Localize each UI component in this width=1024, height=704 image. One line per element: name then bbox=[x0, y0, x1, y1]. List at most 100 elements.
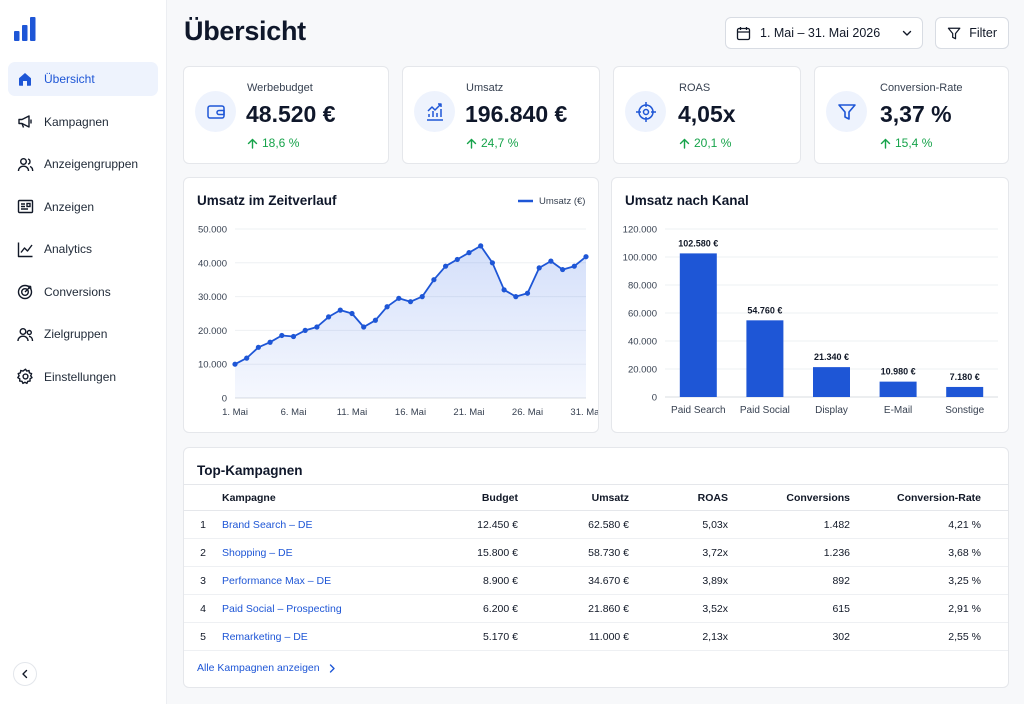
column-header[interactable]: Umsatz bbox=[518, 484, 629, 511]
data-point bbox=[407, 299, 414, 305]
conversion-rate-cell: 4,21 % bbox=[850, 510, 981, 539]
sidebar-item-anzeigen[interactable]: Anzeigen bbox=[8, 190, 158, 224]
data-point bbox=[290, 333, 297, 340]
legend-label: Umsatz (€) bbox=[539, 196, 585, 207]
bar bbox=[946, 386, 984, 397]
revenue-cell: 34.670 € bbox=[518, 566, 629, 595]
column-header[interactable]: Budget bbox=[406, 484, 518, 511]
budget-cell: 5.170 € bbox=[406, 622, 518, 651]
sidebar-item-kampagnen[interactable]: Kampagnen bbox=[8, 105, 158, 139]
data-point bbox=[431, 277, 437, 283]
data-point bbox=[419, 294, 425, 300]
sidebar-item-label: Conversions bbox=[44, 284, 111, 299]
data-point bbox=[267, 339, 273, 345]
sidebar-item-conversions[interactable]: Conversions bbox=[8, 275, 158, 309]
sidebar-item-label: Einstellungen bbox=[44, 369, 117, 384]
kpi-value: 196.840 € bbox=[465, 101, 568, 127]
kpi-delta-value: 18,6 % bbox=[262, 136, 300, 150]
column-header[interactable]: Conversions bbox=[728, 484, 850, 511]
conversions-cell: 302 bbox=[728, 622, 850, 651]
table-row[interactable]: 2 Shopping – DE 15.800 € 58.730 € 3,72x … bbox=[184, 538, 1008, 567]
table-row[interactable]: 1 Brand Search – DE 12.450 € 62.580 € 5,… bbox=[184, 510, 1008, 539]
kpi-delta: 24,7 % bbox=[466, 136, 518, 150]
column-header[interactable]: Kampagne bbox=[222, 484, 406, 511]
column-header[interactable]: Conversion-Rate bbox=[850, 484, 981, 511]
campaign-link[interactable]: Performance Max – DE bbox=[222, 566, 406, 595]
megaphone-icon bbox=[16, 113, 34, 131]
data-point bbox=[548, 258, 554, 264]
kpi-delta: 20,1 % bbox=[679, 136, 731, 150]
rank-cell: 1 bbox=[184, 510, 222, 539]
gear-icon bbox=[16, 368, 34, 386]
data-point bbox=[372, 317, 378, 323]
kpi-label: Conversion-Rate bbox=[880, 82, 963, 94]
conversion-rate-cell: 3,68 % bbox=[850, 538, 981, 567]
sidebar-item-zielgruppen[interactable]: Zielgruppen bbox=[8, 317, 158, 351]
top-campaigns-card: Top-Kampagnen Kampagne Budget Umsatz ROA… bbox=[183, 447, 1009, 688]
y-tick-label: 120.000 bbox=[623, 225, 657, 236]
sidebar-item-einstellungen[interactable]: Einstellungen bbox=[8, 360, 158, 394]
data-point bbox=[279, 332, 285, 339]
table-row[interactable]: 5 Remarketing – DE 5.170 € 11.000 € 2,13… bbox=[184, 622, 1008, 651]
data-point bbox=[384, 304, 390, 310]
all-campaigns-link[interactable]: Alle Kampagnen anzeigen bbox=[197, 662, 336, 674]
audience-icon bbox=[16, 325, 34, 343]
category-label: Sonstige bbox=[945, 405, 984, 416]
chevron-right-icon bbox=[329, 663, 335, 673]
roas-cell: 5,03x bbox=[629, 510, 728, 539]
data-point bbox=[314, 324, 320, 330]
sidebar-item-analytics[interactable]: Analytics bbox=[8, 232, 158, 266]
sidebar-item-uebersicht[interactable]: Übersicht bbox=[8, 62, 158, 96]
arrow-up-icon bbox=[880, 138, 891, 149]
kpi-card-werbebudget: Werbebudget 48.520 € 18,6 % bbox=[183, 66, 389, 164]
roas-cell: 2,13x bbox=[629, 622, 728, 651]
kpi-value: 4,05x bbox=[678, 101, 736, 127]
chevron-left-icon bbox=[22, 669, 28, 679]
revenue-cell: 58.730 € bbox=[518, 538, 629, 567]
date-range-picker[interactable]: 1. Mai – 31. Mai 2026 bbox=[725, 17, 923, 49]
data-point bbox=[349, 310, 355, 317]
spacer-cell bbox=[981, 566, 1008, 595]
x-tick-label: 31. Mai bbox=[570, 407, 598, 418]
y-tick-label: 30.000 bbox=[198, 292, 227, 303]
table-title: Top-Kampagnen bbox=[197, 463, 303, 478]
campaign-link[interactable]: Paid Social – Prospecting bbox=[222, 594, 406, 623]
bar bbox=[879, 381, 917, 397]
date-range-label: 1. Mai – 31. Mai 2026 bbox=[760, 26, 881, 40]
bar bbox=[746, 320, 784, 397]
data-point bbox=[396, 295, 402, 301]
chart-title: Umsatz im Zeitverlauf bbox=[197, 193, 337, 208]
roas-cell: 3,89x bbox=[629, 566, 728, 595]
kpi-label: Umsatz bbox=[466, 82, 504, 94]
budget-cell: 12.450 € bbox=[406, 510, 518, 539]
chevron-down-icon bbox=[902, 30, 912, 36]
data-point bbox=[337, 307, 343, 313]
table-row[interactable]: 3 Performance Max – DE 8.900 € 34.670 € … bbox=[184, 566, 1008, 595]
campaign-link[interactable]: Remarketing – DE bbox=[222, 622, 406, 651]
rank-header bbox=[184, 484, 222, 511]
data-point bbox=[255, 344, 261, 350]
kpi-card-conversion-rate: Conversion-Rate 3,37 % 15,4 % bbox=[814, 66, 1009, 164]
data-point bbox=[583, 254, 589, 260]
x-tick-label: 21. Mai bbox=[453, 407, 484, 418]
x-tick-label: 16. Mai bbox=[395, 407, 426, 418]
conversion-rate-cell: 2,55 % bbox=[850, 622, 981, 651]
revenue-bar-chart: 0 20.000 40.000 60.000 80.000 100.000 120.000 1… bbox=[623, 225, 998, 416]
all-campaigns-label: Alle Kampagnen anzeigen bbox=[197, 662, 320, 674]
arrow-up-icon bbox=[247, 138, 258, 149]
sidebar-item-anzeigengruppen[interactable]: Anzeigengruppen bbox=[8, 147, 158, 181]
conversion-rate-cell: 2,91 % bbox=[850, 594, 981, 623]
roas-cell: 3,72x bbox=[629, 538, 728, 567]
campaign-link[interactable]: Shopping – DE bbox=[222, 538, 406, 567]
table-row[interactable]: 4 Paid Social – Prospecting 6.200 € 21.8… bbox=[184, 594, 1008, 623]
campaign-link[interactable]: Brand Search – DE bbox=[222, 510, 406, 539]
kpi-card-roas: ROAS 4,05x 20,1 % bbox=[613, 66, 801, 164]
roas-cell: 3,52x bbox=[629, 594, 728, 623]
data-point bbox=[302, 327, 308, 333]
sidebar-item-label: Übersicht bbox=[44, 72, 95, 86]
collapse-sidebar-button[interactable] bbox=[13, 662, 37, 686]
x-tick-label: 1. Mai bbox=[222, 407, 248, 418]
filter-button[interactable]: Filter bbox=[935, 17, 1009, 49]
column-header[interactable]: ROAS bbox=[629, 484, 728, 511]
kpi-delta: 15,4 % bbox=[880, 136, 932, 150]
